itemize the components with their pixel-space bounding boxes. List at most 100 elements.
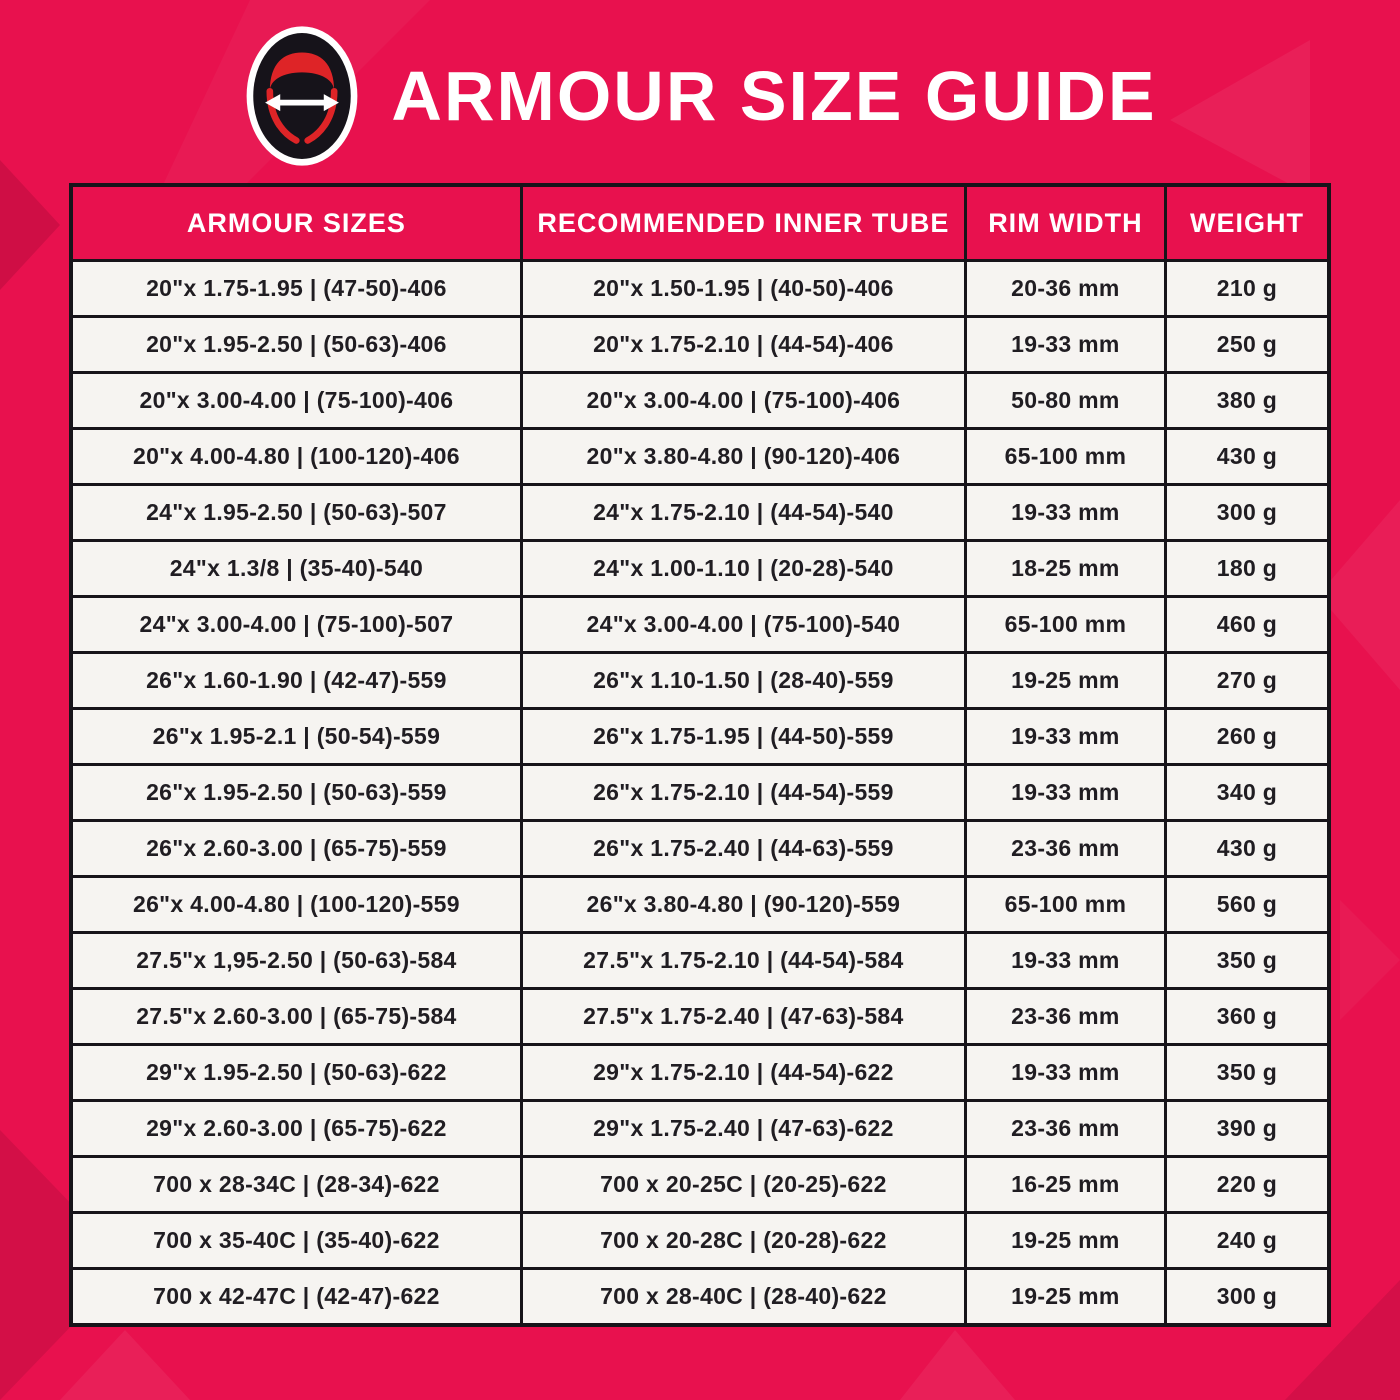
- table-cell-weight: 270 g: [1163, 651, 1331, 710]
- table-cell-weight: 210 g: [1163, 259, 1331, 318]
- column-header-rim-width: RIM WIDTH: [963, 183, 1167, 262]
- table-cell-weight: 430 g: [1163, 819, 1331, 878]
- table-cell-inner-tube: 26"x 1.75-2.40 | (44-63)-559: [519, 819, 967, 878]
- column-header-armour-sizes: ARMOUR SIZES: [69, 183, 523, 262]
- table-row: 26"x 1.95-2.1 | (50-54)-559 26"x 1.75-1.9…: [69, 707, 1331, 766]
- table-cell-inner-tube: 24"x 1.75-2.10 | (44-54)-540: [519, 483, 967, 542]
- table-row: 24"x 3.00-4.00 | (75-100)-507 24"x 3.00-4…: [69, 595, 1331, 654]
- table-cell-inner-tube: 24"x 3.00-4.00 | (75-100)-540: [519, 595, 967, 654]
- table-cell-armour-size: 700 x 42-47C | (42-47)-622: [69, 1267, 523, 1327]
- table-cell-armour-size: 26"x 1.95-2.1 | (50-54)-559: [69, 707, 523, 766]
- table-cell-armour-size: 24"x 1.3/8 | (35-40)-540: [69, 539, 523, 598]
- table-row: 20"x 4.00-4.80 | (100-120)-406 20"x 3.80-…: [69, 427, 1331, 486]
- table-cell-inner-tube: 29"x 1.75-2.40 | (47-63)-622: [519, 1099, 967, 1158]
- table-row: 24"x 1.3/8 | (35-40)-540 24"x 1.00-1.10 |…: [69, 539, 1331, 598]
- table-row: 20"x 3.00-4.00 | (75-100)-406 20"x 3.00-4…: [69, 371, 1331, 430]
- size-table-body: 20"x 1.75-1.95 | (47-50)-406 20"x 1.50-1.…: [69, 259, 1331, 1327]
- table-cell-inner-tube: 20"x 1.50-1.95 | (40-50)-406: [519, 259, 967, 318]
- table-row: 20"x 1.75-1.95 | (47-50)-406 20"x 1.50-1.…: [69, 259, 1331, 318]
- table-cell-inner-tube: 700 x 20-28C | (20-28)-622: [519, 1211, 967, 1270]
- table-cell-weight: 250 g: [1163, 315, 1331, 374]
- table-cell-weight: 390 g: [1163, 1099, 1331, 1158]
- table-cell-rim-width: 19-33 mm: [963, 931, 1167, 990]
- table-cell-rim-width: 65-100 mm: [963, 595, 1167, 654]
- table-row: 700 x 28-34C | (28-34)-622 700 x 20-25C |…: [69, 1155, 1331, 1214]
- table-cell-rim-width: 19-33 mm: [963, 707, 1167, 766]
- table-cell-weight: 220 g: [1163, 1155, 1331, 1214]
- table-cell-rim-width: 23-36 mm: [963, 987, 1167, 1046]
- table-cell-armour-size: 27.5"x 2.60-3.00 | (65-75)-584: [69, 987, 523, 1046]
- table-row: 26"x 1.60-1.90 | (42-47)-559 26"x 1.10-1.…: [69, 651, 1331, 710]
- page-title: ARMOUR SIZE GUIDE: [391, 57, 1157, 135]
- table-cell-weight: 300 g: [1163, 1267, 1331, 1327]
- table-row: 29"x 2.60-3.00 | (65-75)-622 29"x 1.75-2.…: [69, 1099, 1331, 1158]
- table-cell-rim-width: 19-25 mm: [963, 651, 1167, 710]
- table-cell-weight: 240 g: [1163, 1211, 1331, 1270]
- table-cell-weight: 460 g: [1163, 595, 1331, 654]
- table-cell-armour-size: 27.5"x 1,95-2.50 | (50-63)-584: [69, 931, 523, 990]
- table-cell-inner-tube: 27.5"x 1.75-2.10 | (44-54)-584: [519, 931, 967, 990]
- table-cell-armour-size: 26"x 1.60-1.90 | (42-47)-559: [69, 651, 523, 710]
- table-cell-armour-size: 29"x 1.95-2.50 | (50-63)-622: [69, 1043, 523, 1102]
- table-cell-inner-tube: 24"x 1.00-1.10 | (20-28)-540: [519, 539, 967, 598]
- table-row: 29"x 1.95-2.50 | (50-63)-622 29"x 1.75-2.…: [69, 1043, 1331, 1102]
- table-cell-rim-width: 65-100 mm: [963, 875, 1167, 934]
- table-cell-rim-width: 19-25 mm: [963, 1267, 1167, 1327]
- table-cell-armour-size: 26"x 2.60-3.00 | (65-75)-559: [69, 819, 523, 878]
- table-row: 20"x 1.95-2.50 | (50-63)-406 20"x 1.75-2.…: [69, 315, 1331, 374]
- size-guide-table: ARMOUR SIZES RECOMMENDED INNER TUBE RIM …: [69, 183, 1331, 1327]
- table-cell-inner-tube: 20"x 3.00-4.00 | (75-100)-406: [519, 371, 967, 430]
- table-row: 27.5"x 2.60-3.00 | (65-75)-584 27.5"x 1.7…: [69, 987, 1331, 1046]
- brand-tire-logo-icon: [247, 26, 358, 166]
- table-cell-armour-size: 29"x 2.60-3.00 | (65-75)-622: [69, 1099, 523, 1158]
- column-header-weight: WEIGHT: [1163, 183, 1331, 262]
- table-cell-rim-width: 16-25 mm: [963, 1155, 1167, 1214]
- table-cell-armour-size: 700 x 28-34C | (28-34)-622: [69, 1155, 523, 1214]
- table-cell-armour-size: 26"x 1.95-2.50 | (50-63)-559: [69, 763, 523, 822]
- table-cell-armour-size: 24"x 3.00-4.00 | (75-100)-507: [69, 595, 523, 654]
- table-cell-rim-width: 19-25 mm: [963, 1211, 1167, 1270]
- table-cell-rim-width: 23-36 mm: [963, 819, 1167, 878]
- table-cell-weight: 350 g: [1163, 1043, 1331, 1102]
- table-cell-inner-tube: 20"x 1.75-2.10 | (44-54)-406: [519, 315, 967, 374]
- table-cell-weight: 340 g: [1163, 763, 1331, 822]
- table-cell-inner-tube: 700 x 28-40C | (28-40)-622: [519, 1267, 967, 1327]
- table-cell-weight: 380 g: [1163, 371, 1331, 430]
- table-cell-weight: 350 g: [1163, 931, 1331, 990]
- table-cell-rim-width: 65-100 mm: [963, 427, 1167, 486]
- table-cell-rim-width: 19-33 mm: [963, 1043, 1167, 1102]
- table-cell-rim-width: 50-80 mm: [963, 371, 1167, 430]
- table-cell-armour-size: 20"x 1.95-2.50 | (50-63)-406: [69, 315, 523, 374]
- table-cell-weight: 560 g: [1163, 875, 1331, 934]
- size-guide-table-container: ARMOUR SIZES RECOMMENDED INNER TUBE RIM …: [69, 183, 1331, 1327]
- column-header-recommended-inner-tube: RECOMMENDED INNER TUBE: [519, 183, 967, 262]
- table-cell-rim-width: 20-36 mm: [963, 259, 1167, 318]
- table-cell-rim-width: 18-25 mm: [963, 539, 1167, 598]
- table-cell-rim-width: 23-36 mm: [963, 1099, 1167, 1158]
- table-cell-rim-width: 19-33 mm: [963, 315, 1167, 374]
- table-cell-rim-width: 19-33 mm: [963, 763, 1167, 822]
- table-row: 26"x 2.60-3.00 | (65-75)-559 26"x 1.75-2.…: [69, 819, 1331, 878]
- table-row: 700 x 35-40C | (35-40)-622 700 x 20-28C |…: [69, 1211, 1331, 1270]
- table-cell-inner-tube: 27.5"x 1.75-2.40 | (47-63)-584: [519, 987, 967, 1046]
- header: ARMOUR SIZE GUIDE: [0, 26, 1400, 166]
- table-cell-armour-size: 26"x 4.00-4.80 | (100-120)-559: [69, 875, 523, 934]
- table-cell-rim-width: 19-33 mm: [963, 483, 1167, 542]
- table-cell-inner-tube: 26"x 1.75-2.10 | (44-54)-559: [519, 763, 967, 822]
- table-cell-armour-size: 20"x 4.00-4.80 | (100-120)-406: [69, 427, 523, 486]
- table-cell-weight: 180 g: [1163, 539, 1331, 598]
- table-cell-weight: 360 g: [1163, 987, 1331, 1046]
- table-cell-inner-tube: 26"x 1.10-1.50 | (28-40)-559: [519, 651, 967, 710]
- table-cell-armour-size: 700 x 35-40C | (35-40)-622: [69, 1211, 523, 1270]
- table-row: 700 x 42-47C | (42-47)-622 700 x 28-40C |…: [69, 1267, 1331, 1327]
- table-cell-weight: 430 g: [1163, 427, 1331, 486]
- table-cell-armour-size: 20"x 1.75-1.95 | (47-50)-406: [69, 259, 523, 318]
- table-cell-inner-tube: 29"x 1.75-2.10 | (44-54)-622: [519, 1043, 967, 1102]
- table-row: 27.5"x 1,95-2.50 | (50-63)-584 27.5"x 1.7…: [69, 931, 1331, 990]
- table-cell-armour-size: 20"x 3.00-4.00 | (75-100)-406: [69, 371, 523, 430]
- table-cell-armour-size: 24"x 1.95-2.50 | (50-63)-507: [69, 483, 523, 542]
- table-cell-weight: 300 g: [1163, 483, 1331, 542]
- table-row: 26"x 1.95-2.50 | (50-63)-559 26"x 1.75-2.…: [69, 763, 1331, 822]
- table-row: 24"x 1.95-2.50 | (50-63)-507 24"x 1.75-2.…: [69, 483, 1331, 542]
